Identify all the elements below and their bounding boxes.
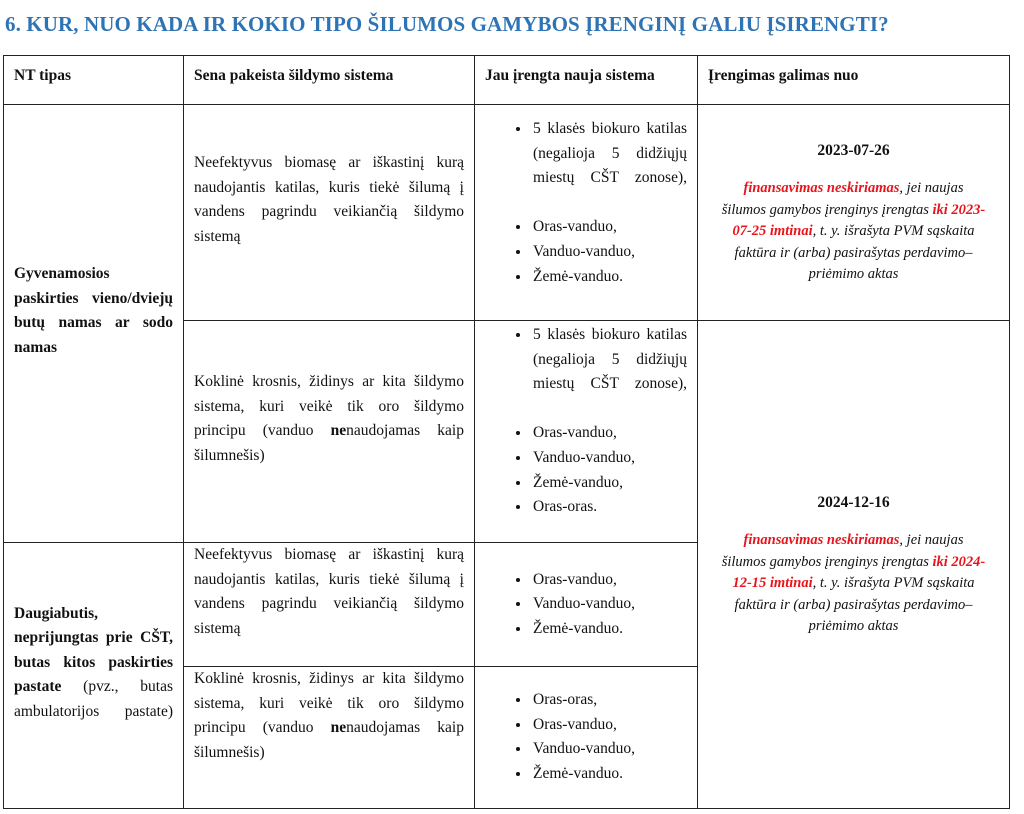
list-item: Oras-vanduo, <box>531 215 687 240</box>
note-highlight: finansavimas neskiriamas <box>743 532 900 549</box>
nt-type-label: Gyvenamosios paskirties vieno/dviejų but… <box>14 265 173 356</box>
note-text: , t. y. išrašyta PVM sąskaita faktūra ir… <box>734 575 975 635</box>
header-row: NT tipas Sena pakeista šildymo sistema J… <box>3 55 1010 105</box>
list-item: 5 klasės biokuro katilas (negalioja 5 di… <box>531 117 687 215</box>
note-text: , jei naujas šilumos gamybos įrenginys į… <box>721 180 964 218</box>
list-item: Žemė-vanduo. <box>531 617 687 642</box>
new-systems-list: Oras-vanduo, Vanduo-vanduo, Žemė-vanduo. <box>474 542 698 667</box>
nt-type-apartment: Daugiabutis, neprijungtas prie CŠT, buta… <box>3 542 184 809</box>
availability-note: finansavimas neskiriamas, jei naujas šil… <box>720 530 987 638</box>
list-item: Žemė-vanduo. <box>531 265 687 290</box>
table-row: Koklinė krosnis, židinys ar kita šildymo… <box>4 665 1010 809</box>
section-title: 6. KUR, NUO KADA IR KOKIO TIPO ŠILUMOS G… <box>5 12 889 36</box>
header-new-system: Jau įrengta nauja sistema <box>474 55 698 105</box>
header-nt-type: NT tipas <box>3 55 184 105</box>
availability-cell: 2024-12-16 finansavimas neskiriamas, jei… <box>697 320 1010 809</box>
list-item: Žemė-vanduo, <box>531 471 687 496</box>
list-item: 5 klasės biokuro katilas (negalioja 5 di… <box>531 323 687 421</box>
old-system-boiler: Neefektyvus biomasę ar iškastinį kurą na… <box>183 104 475 321</box>
availability-note: finansavimas neskiriamas, jei naujas šil… <box>720 178 987 286</box>
list-item: Vanduo-vanduo, <box>531 592 687 617</box>
text: naudojamas kaip šilumnešis) <box>194 719 464 761</box>
old-system-stove: Koklinė krosnis, židinys ar kita šildymo… <box>183 320 475 543</box>
heating-table: NT tipas Sena pakeista šildymo sistema J… <box>3 55 1010 809</box>
list-item: Oras-vanduo, <box>531 421 687 446</box>
header-available-from: Įrengimas galimas nuo <box>697 55 1010 105</box>
text: Koklinė krosnis, židinys ar kita šildymo… <box>194 669 464 737</box>
new-systems-list: Oras-oras, Oras-vanduo, Vanduo-vanduo, Ž… <box>474 665 698 809</box>
text: naudojamas kaip šilumnešis) <box>194 422 464 464</box>
text: ne <box>330 719 347 737</box>
old-system-stove: Koklinė krosnis, židinys ar kita šildymo… <box>183 665 475 809</box>
list-item: Oras-oras. <box>531 495 687 520</box>
note-text: , t. y. išrašyta PVM sąskaita faktūra ir… <box>734 223 975 283</box>
new-systems-list: 5 klasės biokuro katilas (negalioja 5 di… <box>474 320 698 543</box>
note-highlight: finansavimas neskiriamas <box>743 180 900 197</box>
list-item: Žemė-vanduo. <box>531 762 687 787</box>
note-highlight: iki 2024-12-15 imtinai <box>732 553 986 592</box>
nt-type-house: Gyvenamosios paskirties vieno/dviejų but… <box>3 104 184 543</box>
header-old-system: Sena pakeista šildymo sistema <box>183 55 475 105</box>
list-item: Oras-oras, <box>531 688 687 713</box>
note-text: , jei naujas šilumos gamybos įrenginys į… <box>721 532 964 570</box>
table-row: Daugiabutis, neprijungtas prie CŠT, buta… <box>3 542 1010 809</box>
old-system-boiler: Neefektyvus biomasę ar iškastinį kurą na… <box>183 542 475 667</box>
list-item: Oras-vanduo, <box>531 713 687 738</box>
availability-cell: 2023-07-26 finansavimas neskiriamas, jei… <box>697 104 1010 321</box>
text: Koklinė krosnis, židinys ar kita šildymo… <box>194 373 464 440</box>
list-item: Vanduo-vanduo, <box>531 737 687 762</box>
availability-date: 2024-12-16 <box>817 494 890 512</box>
table-row: Gyvenamosios paskirties vieno/dviejų but… <box>3 104 1010 543</box>
list-item: Vanduo-vanduo, <box>531 240 687 265</box>
availability-date: 2023-07-26 <box>817 142 890 160</box>
table-row: Koklinė krosnis, židinys ar kita šildymo… <box>4 320 1010 809</box>
list-item: Vanduo-vanduo, <box>531 446 687 471</box>
text: ne <box>330 422 347 440</box>
nt-type-label: Daugiabutis, neprijungtas prie CŠT, buta… <box>14 604 173 696</box>
new-systems-list: 5 klasės biokuro katilas (negalioja 5 di… <box>474 104 698 321</box>
nt-type-note: (pvz., butas ambulatorijos pastate) <box>14 678 173 721</box>
note-highlight: iki 2023-07-25 imtinai <box>732 201 986 240</box>
list-item: Oras-vanduo, <box>531 568 687 593</box>
